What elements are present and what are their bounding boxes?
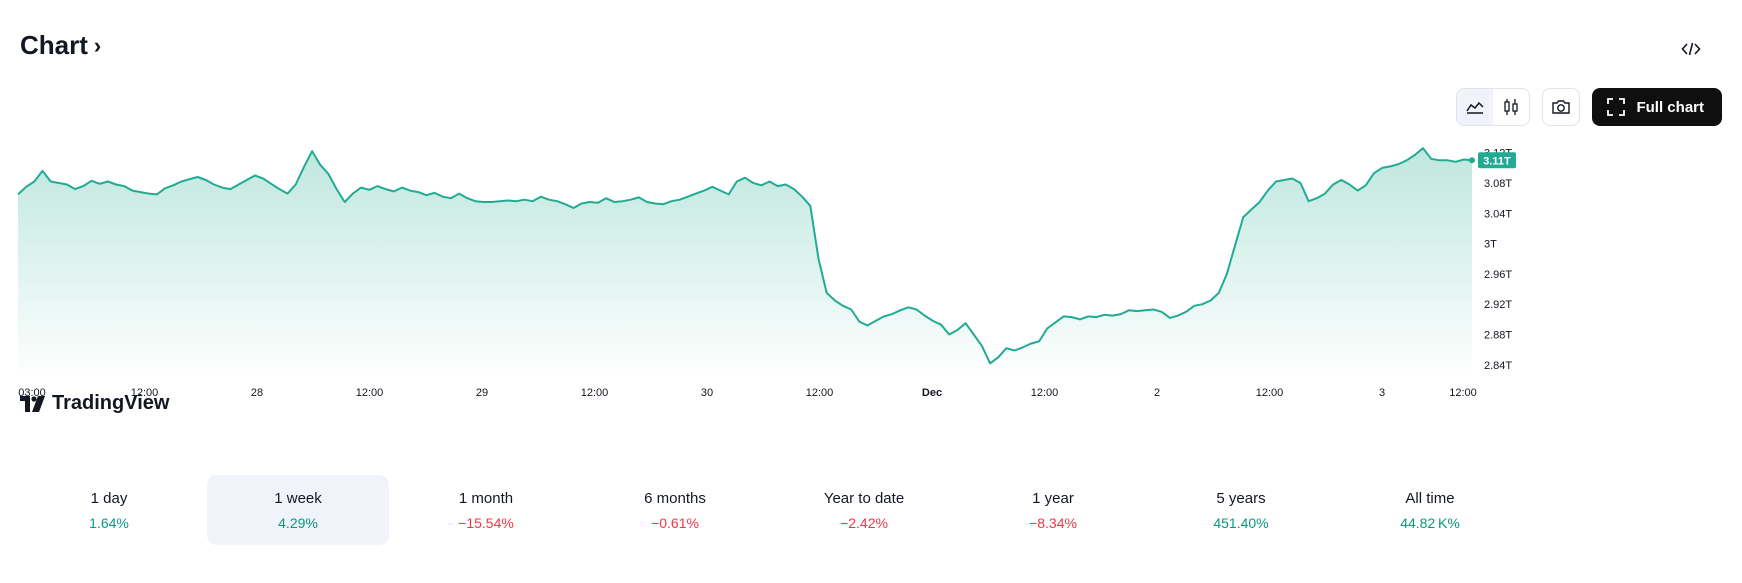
code-icon [1681,42,1701,56]
period-change: −8.34% [1029,514,1077,531]
period-label: 1 day [90,489,128,507]
period-tab[interactable]: Year to date −2.42% [773,475,955,545]
period-selector: 1 day 1.64% 1 week 4.29% 1 month −15.54% 6 mon… [0,475,1742,545]
x-tick-label: 12:00 [581,387,609,399]
period-label: 5 years [1216,489,1266,507]
period-label: 6 months [644,489,706,507]
current-value-badge [1478,152,1516,169]
period-tab[interactable]: 1 month −15.54% [395,475,577,545]
x-tick-label: 12:00 [356,387,384,399]
x-tick-label: 12:00 [1256,387,1284,399]
period-label: Year to date [823,489,905,507]
period-change: 4.29% [278,514,318,531]
x-tick-label: Dec [922,387,942,399]
x-tick-label: 3 [1379,387,1385,399]
snapshot-button[interactable] [1542,88,1581,126]
last-point [1469,157,1475,164]
tradingview-watermark: TradingView [20,392,169,415]
y-tick-label: 3.04T [1484,208,1512,220]
period-tab[interactable]: All time 44.82 K% [1339,475,1521,545]
area-chart-button[interactable] [1457,89,1494,125]
period-change: −2.42% [840,514,888,531]
candlestick-icon [1504,99,1519,115]
period-label: 1 week [274,489,322,507]
area-chart-icon [1466,101,1485,114]
series-line [17,147,1473,365]
x-tick-label: 12:00 [1449,387,1477,399]
x-tick-label: 29 [476,387,488,399]
camera-icon [1552,100,1571,114]
period-tab[interactable]: 1 year −8.34% [962,475,1144,545]
period-label: All time [1405,489,1455,507]
period-change: −0.61% [651,514,699,531]
fullscreen-icon [1607,98,1626,116]
area-fill [18,148,1472,380]
candlestick-chart-button[interactable] [1493,89,1529,125]
full-chart-button[interactable]: Full chart [1592,88,1722,126]
current-value-label: 3.11T [1483,155,1511,167]
y-tick-label: 2.88T [1484,330,1512,342]
y-tick-label: 2.92T [1484,299,1512,311]
x-tick-label: 28 [251,387,263,399]
x-tick-label: 12:00 [1031,387,1059,399]
period-change: 451.40% [1213,514,1269,531]
tradingview-logo-icon [20,395,45,412]
period-label: 1 month [458,489,514,507]
period-change: 1.64% [89,514,129,531]
chart-title-link[interactable]: Chart › [20,30,101,61]
y-tick-label: 3.08T [1484,178,1512,190]
y-tick-label: 3T [1484,239,1497,251]
period-change: −15.54% [458,514,514,531]
period-tab[interactable]: 1 week 4.29% [207,475,389,545]
x-tick-label: 2 [1154,387,1160,399]
period-tab[interactable]: 1 day 1.64% [18,475,200,545]
page-title: Chart [20,30,88,60]
full-chart-label: Full chart [1636,98,1704,116]
period-change: 44.82 K% [1400,514,1460,531]
x-tick-label: 12:00 [131,387,159,399]
embed-code-button[interactable] [1678,36,1704,62]
x-tick-label: 30 [701,387,713,399]
chart-style-switcher [1456,88,1531,126]
watermark-text: TradingView [52,392,170,414]
x-tick-label: 12:00 [806,387,834,399]
y-tick-label: 2.84T [1484,360,1512,372]
period-tab[interactable]: 5 years 451.40% [1150,475,1332,545]
period-label: 1 year [1032,489,1074,507]
chart-toolbar: Full chart [1456,88,1722,126]
chevron-right-icon: › [93,32,102,58]
period-tab[interactable]: 6 months −0.61% [584,475,766,545]
y-tick-label: 2.96T [1484,269,1512,281]
